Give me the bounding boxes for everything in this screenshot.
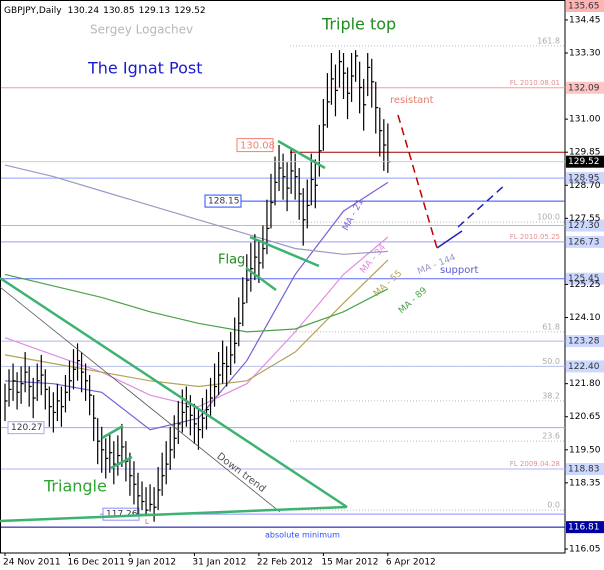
level-box <box>7 421 45 435</box>
forecast-up <box>436 230 463 249</box>
level-box <box>566 335 604 348</box>
last-price-box <box>566 155 604 168</box>
level-box <box>566 463 604 476</box>
triangle-upper <box>0 276 348 509</box>
support-label: support <box>440 265 478 276</box>
minimum-label: absolute minimum <box>265 531 340 540</box>
price-box <box>236 138 274 153</box>
flag-line <box>277 139 326 170</box>
y-tick-label: 128.70 <box>569 181 601 191</box>
level-box <box>566 521 604 534</box>
flag-line <box>249 235 320 268</box>
x-tick-label: 22 Feb 2012 <box>257 558 313 568</box>
y-tick-label: 133.30 <box>569 49 601 59</box>
y-tick-label: 118.35 <box>569 478 601 488</box>
level-label: 117.26 <box>106 510 138 520</box>
y-tick-label: 116.05 <box>569 544 601 554</box>
level-label: 128.15 <box>208 197 240 207</box>
resistance-label: resistant <box>390 95 434 106</box>
triangle-label: Triangle <box>43 477 107 496</box>
level-box <box>566 360 604 373</box>
level-label: 126.73 <box>568 237 600 247</box>
level-box <box>566 272 604 285</box>
y-tick-label: 129.85 <box>569 148 601 158</box>
fib-label: 23.6 <box>542 432 560 441</box>
level-label: 123.28 <box>568 337 600 347</box>
x-tick-label: 24 Nov 2011 <box>3 558 61 568</box>
y-tick-label: 131.00 <box>569 115 601 125</box>
level-label: 128.95 <box>568 174 600 184</box>
y-tick-label: 134.45 <box>569 15 601 25</box>
level-box <box>566 81 604 94</box>
pattern-label: Triple top <box>321 15 396 34</box>
level-box <box>566 0 604 12</box>
x-tick-label: 15 Mar 2012 <box>321 558 378 568</box>
level-label: 116.81 <box>568 523 600 533</box>
forecast-down <box>397 114 438 249</box>
fib-label: 38.2 <box>542 391 560 400</box>
level-label: 122.40 <box>568 362 600 372</box>
level-note: FL 2010.05.25 <box>510 233 560 241</box>
fib-label: 161.8 <box>537 36 560 45</box>
author: Sergey Logachev <box>90 23 193 37</box>
low: 129.13 <box>139 6 171 16</box>
y-tick-label: 125.25 <box>569 280 601 290</box>
moving-average <box>4 164 388 255</box>
header: GBPJPY,Daily 130.24 130.85 129.13 129.52 <box>4 6 206 16</box>
symbol: GBPJPY,Daily <box>4 6 62 16</box>
y-tick-label: 124.10 <box>569 313 601 323</box>
level-label: 125.45 <box>568 274 600 284</box>
level-label: 132.09 <box>568 83 600 93</box>
down-trend-line <box>0 286 281 513</box>
open: 130.24 <box>68 6 100 16</box>
last-price-label: 129.52 <box>568 157 600 167</box>
level-note: FL 2009.04.28 <box>510 460 560 468</box>
high: 130.85 <box>103 6 135 16</box>
triangle-lower <box>0 505 348 523</box>
fib-label: 61.8 <box>542 322 560 331</box>
y-tick-label: 127.55 <box>569 214 601 224</box>
level-note: FL 2010.08.01 <box>510 79 560 87</box>
level-box <box>566 172 604 185</box>
fib-label: 50.0 <box>542 357 560 366</box>
level-label: 118.83 <box>568 465 600 475</box>
level-box <box>566 235 604 248</box>
low-mark: L <box>145 518 149 526</box>
moving-average <box>4 273 389 333</box>
price-label: 130.08 <box>240 141 275 152</box>
flag-line <box>245 266 277 292</box>
flag-line <box>110 455 133 470</box>
y-tick-label: 119.50 <box>569 445 601 455</box>
fib-label: 100.0 <box>537 213 560 222</box>
fib-label: 0.0 <box>547 501 560 510</box>
x-tick-label: 9 Jan 2012 <box>128 558 176 568</box>
flag-line <box>101 424 124 440</box>
level-label: 120.27 <box>11 423 43 433</box>
site: The Ignat Post <box>87 59 203 78</box>
plot-frame <box>0 0 566 554</box>
x-tick-label: 31 Jan 2012 <box>192 558 246 568</box>
forecast-up <box>457 183 507 228</box>
y-tick-label: 121.80 <box>569 379 601 389</box>
x-tick-label: 16 Dec 2011 <box>67 558 125 568</box>
y-tick-label: 120.65 <box>569 412 601 422</box>
level-box <box>566 219 604 232</box>
drawings <box>0 114 507 523</box>
close: 129.52 <box>174 6 206 16</box>
level-label: 127.30 <box>568 221 600 231</box>
level-box <box>204 194 242 208</box>
x-tick-label: 6 Apr 2012 <box>386 558 436 568</box>
level-label: 135.65 <box>568 2 600 12</box>
flag-label: Flag <box>218 253 245 268</box>
